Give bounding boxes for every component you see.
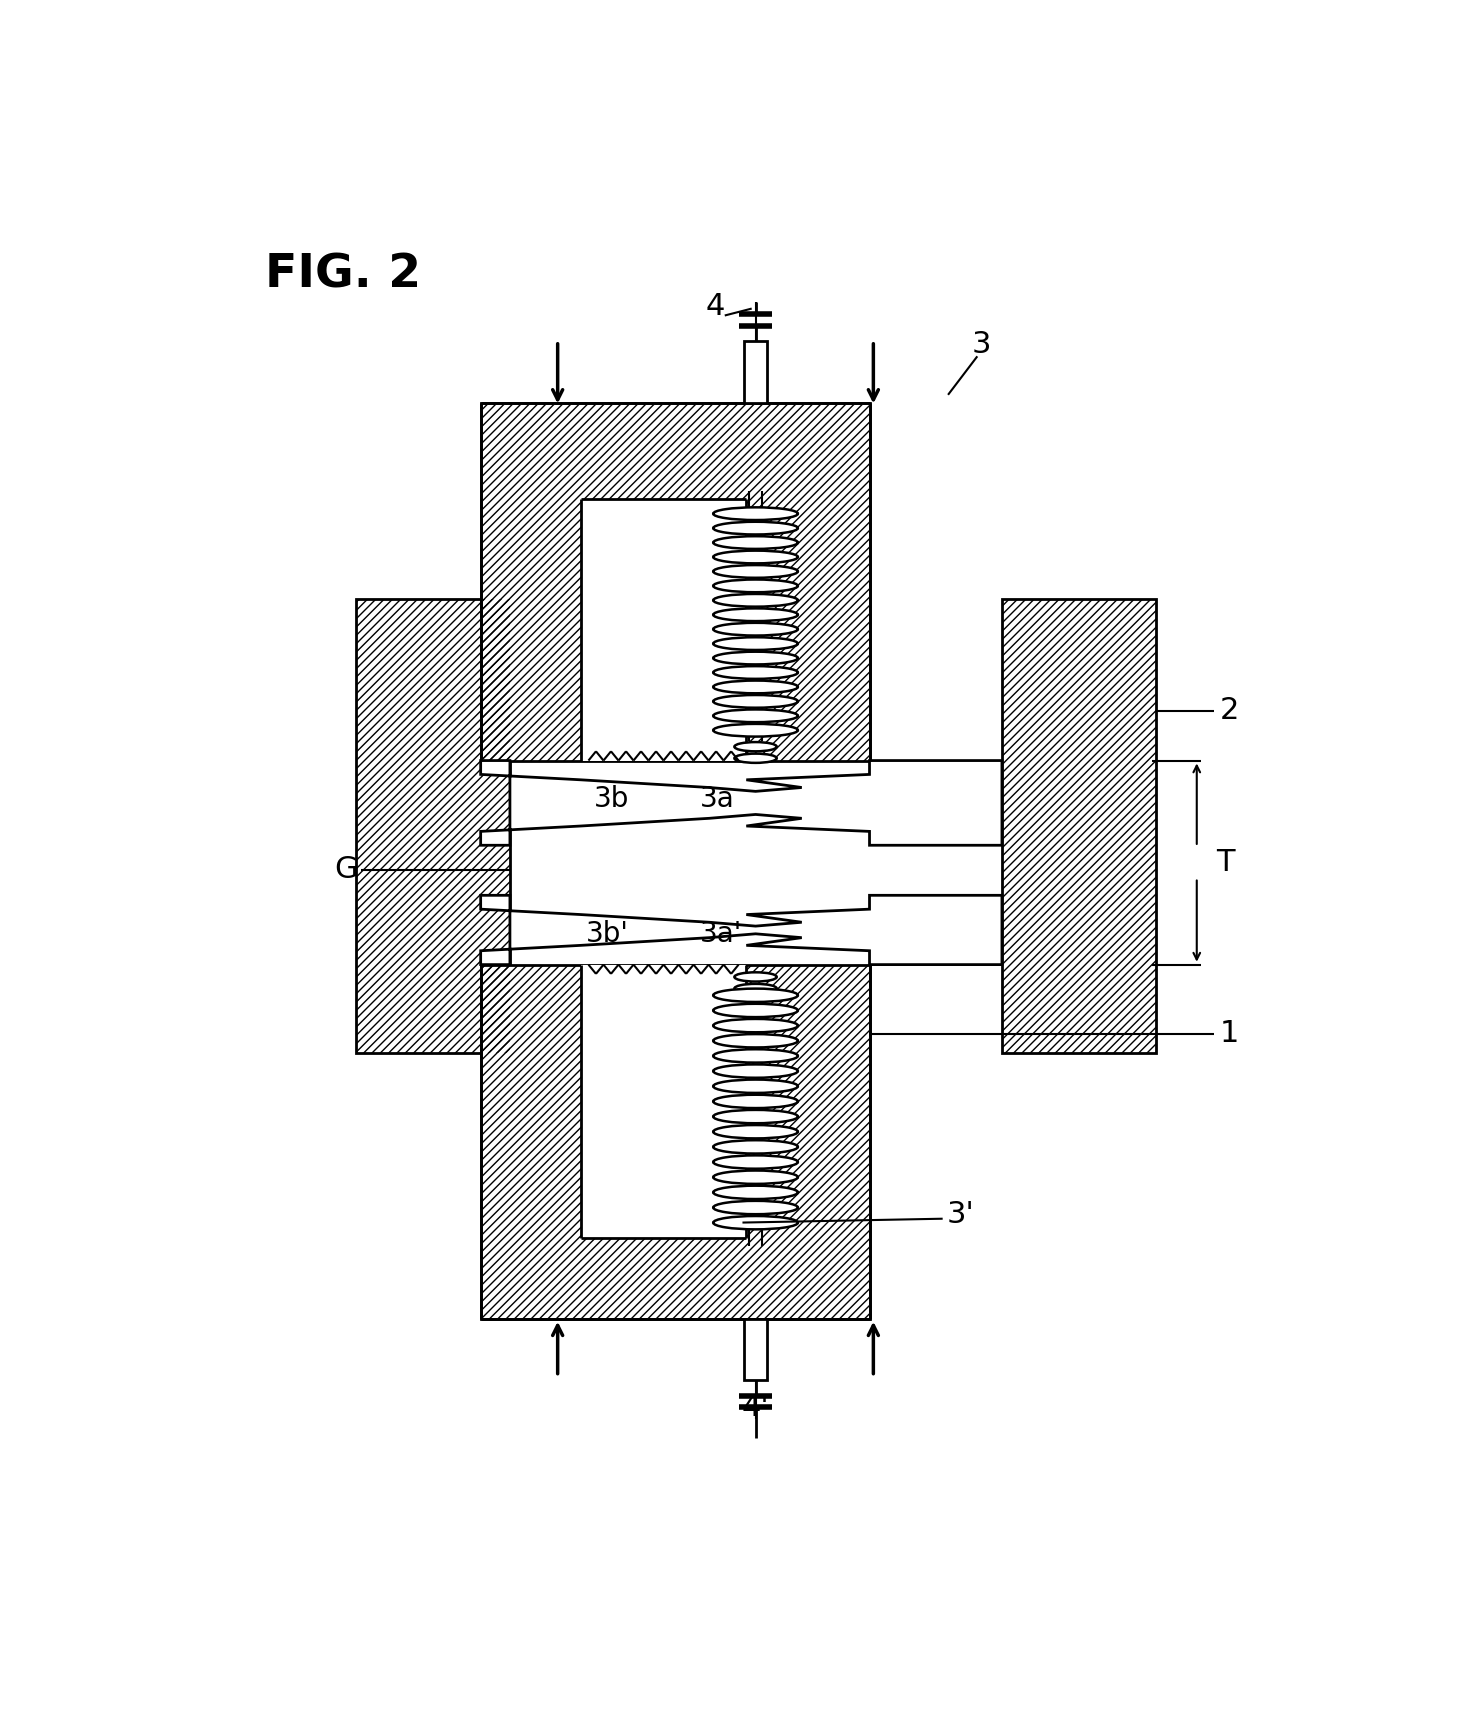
- Ellipse shape: [714, 1094, 798, 1108]
- Text: 4: 4: [707, 292, 726, 321]
- Ellipse shape: [714, 680, 798, 694]
- Bar: [1002, 600, 1156, 1053]
- Text: 2: 2: [1220, 696, 1239, 725]
- Ellipse shape: [714, 1065, 798, 1077]
- Ellipse shape: [714, 1019, 798, 1033]
- Text: 3a': 3a': [701, 919, 742, 948]
- Bar: [481, 964, 870, 1319]
- Text: FIG. 2: FIG. 2: [266, 253, 422, 297]
- Text: T: T: [1215, 847, 1235, 876]
- Ellipse shape: [714, 1141, 798, 1153]
- Ellipse shape: [714, 551, 798, 564]
- Polygon shape: [481, 895, 1002, 964]
- Ellipse shape: [714, 624, 798, 636]
- Ellipse shape: [714, 1003, 798, 1017]
- Ellipse shape: [714, 710, 798, 722]
- Ellipse shape: [714, 637, 798, 649]
- Ellipse shape: [714, 594, 798, 606]
- Ellipse shape: [714, 1216, 798, 1230]
- Text: 3: 3: [972, 330, 991, 359]
- Ellipse shape: [714, 1201, 798, 1215]
- Text: 1: 1: [1220, 1019, 1239, 1048]
- Bar: [481, 402, 870, 761]
- Ellipse shape: [714, 1125, 798, 1139]
- Text: 3a: 3a: [701, 785, 735, 813]
- Ellipse shape: [714, 536, 798, 550]
- Text: 4': 4': [742, 1393, 770, 1423]
- Text: 3b: 3b: [594, 785, 630, 813]
- Bar: [481, 402, 870, 761]
- Ellipse shape: [714, 1156, 798, 1168]
- Ellipse shape: [714, 1034, 798, 1048]
- Ellipse shape: [735, 972, 777, 981]
- Ellipse shape: [735, 754, 777, 763]
- Text: 3': 3': [947, 1201, 975, 1230]
- Bar: [1002, 600, 1156, 1053]
- Ellipse shape: [714, 988, 798, 1002]
- Bar: [481, 964, 870, 1319]
- Text: 3b': 3b': [586, 919, 630, 948]
- Ellipse shape: [714, 696, 798, 708]
- Bar: [743, 1319, 767, 1380]
- Ellipse shape: [714, 608, 798, 622]
- Text: G: G: [333, 856, 357, 885]
- Bar: [581, 498, 746, 761]
- Ellipse shape: [714, 1170, 798, 1184]
- Bar: [355, 600, 510, 1053]
- Ellipse shape: [714, 1185, 798, 1199]
- Ellipse shape: [714, 667, 798, 679]
- Ellipse shape: [714, 1110, 798, 1124]
- Ellipse shape: [735, 984, 777, 993]
- Ellipse shape: [714, 579, 798, 593]
- Ellipse shape: [714, 1050, 798, 1063]
- Ellipse shape: [714, 1079, 798, 1093]
- Polygon shape: [481, 761, 1002, 845]
- Bar: [581, 964, 746, 1239]
- Bar: [355, 600, 510, 1053]
- Ellipse shape: [714, 651, 798, 665]
- Bar: [743, 340, 767, 402]
- Ellipse shape: [735, 742, 777, 751]
- Ellipse shape: [714, 522, 798, 534]
- Ellipse shape: [714, 723, 798, 737]
- Ellipse shape: [714, 507, 798, 521]
- Ellipse shape: [714, 565, 798, 577]
